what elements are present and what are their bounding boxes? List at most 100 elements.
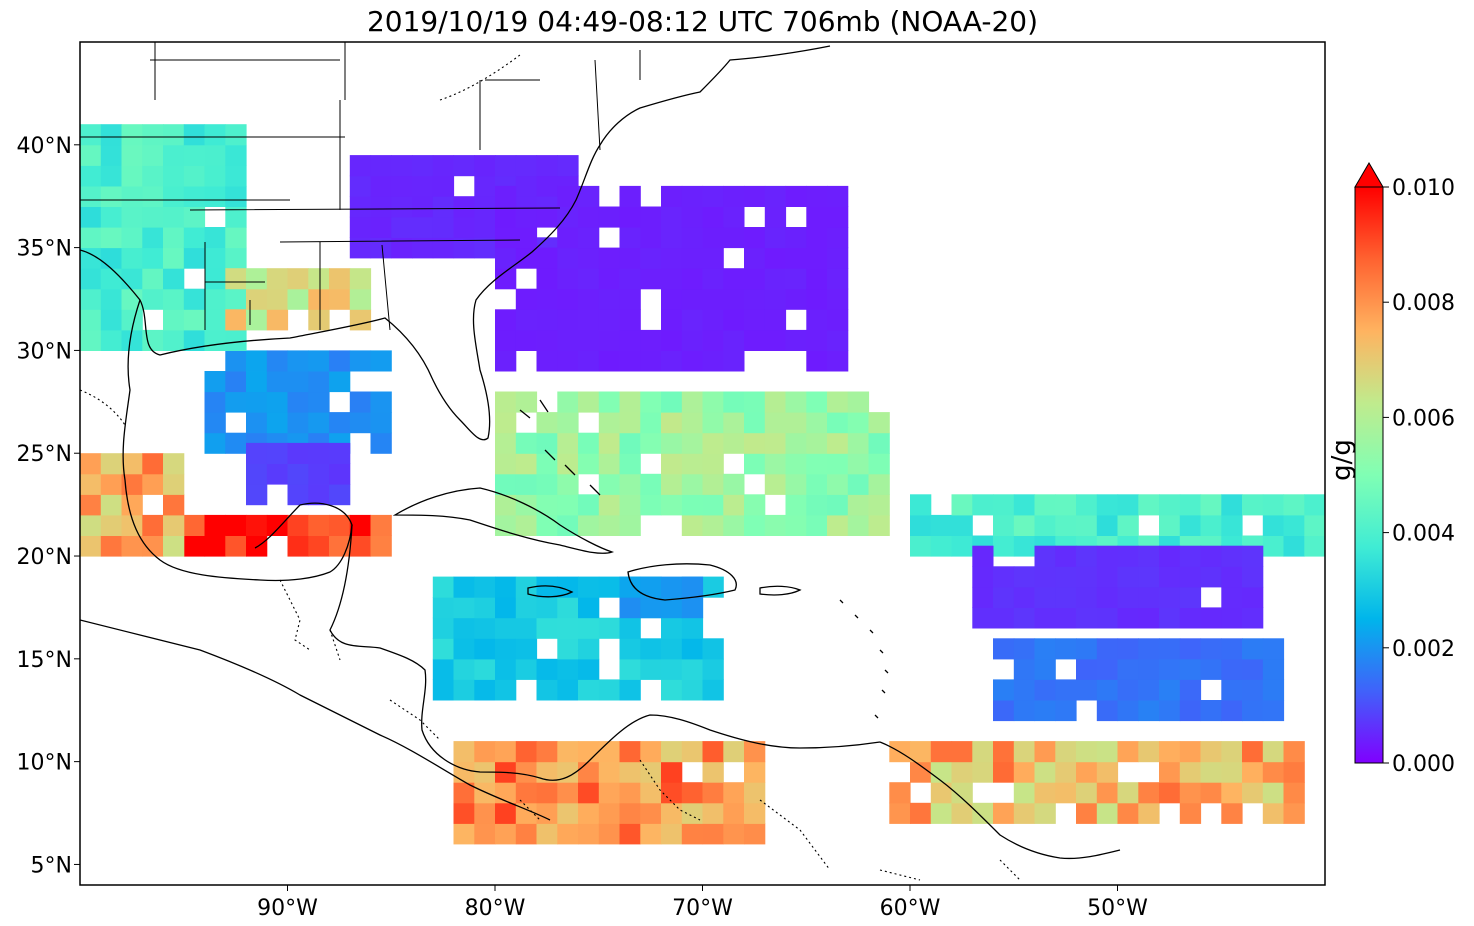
field-cell <box>764 453 787 475</box>
field-cell <box>266 268 289 290</box>
field-cell <box>598 761 621 783</box>
field-cell <box>1262 761 1285 783</box>
field-cell <box>806 309 828 331</box>
field-cell <box>661 268 683 290</box>
field-cell <box>142 268 164 290</box>
field-cell <box>827 309 849 331</box>
field-cell <box>661 576 683 598</box>
field-cell <box>681 432 704 454</box>
field-cell <box>827 412 849 434</box>
field-cell <box>1076 514 1098 536</box>
field-cell <box>702 268 724 290</box>
field-cell <box>246 391 268 413</box>
field-cell <box>1159 782 1181 804</box>
field-cell <box>640 227 662 249</box>
field-cell <box>474 576 496 598</box>
field-cell <box>287 463 309 485</box>
field-cell <box>329 268 351 290</box>
field-cell <box>100 144 123 166</box>
field-cell <box>163 185 185 207</box>
field-cell <box>391 155 413 177</box>
field-cell <box>1242 658 1264 680</box>
field-cell <box>453 679 475 701</box>
field-cell <box>640 494 662 516</box>
field-cell <box>578 494 600 516</box>
field-cell <box>1138 782 1160 804</box>
field-cell <box>329 484 351 506</box>
field-cell <box>661 638 683 660</box>
field-cell <box>661 658 683 680</box>
field-cell <box>806 329 828 351</box>
field-cell <box>661 617 683 639</box>
field-cell <box>495 782 517 804</box>
field-cell <box>1138 545 1160 567</box>
field-cell <box>640 638 662 660</box>
field-cell <box>578 247 600 269</box>
field-cell <box>1034 782 1056 804</box>
field-cell <box>1283 741 1305 763</box>
field-cell <box>640 268 662 290</box>
field-cell <box>702 329 724 351</box>
field-cell <box>391 216 413 238</box>
field-cell <box>681 391 704 413</box>
field-cell <box>702 185 724 207</box>
field-cell <box>163 247 185 269</box>
field-cell <box>536 175 558 197</box>
field-cell <box>349 412 372 434</box>
field-cell <box>246 371 268 393</box>
field-cell <box>1262 741 1285 763</box>
field-cell <box>661 206 683 228</box>
field-cell <box>100 494 123 516</box>
field-cell <box>702 741 724 763</box>
field-cell <box>308 412 330 434</box>
field-cell <box>1179 514 1202 536</box>
field-cell <box>536 741 558 763</box>
field-cell <box>557 268 579 290</box>
field-cell <box>640 432 662 454</box>
field-cell <box>1055 700 1077 722</box>
field-cell <box>1262 782 1285 804</box>
field-cell <box>495 617 517 639</box>
field-cell <box>370 155 392 177</box>
field-cell <box>1117 700 1139 722</box>
field-cell <box>163 309 185 331</box>
field-cell <box>557 288 579 310</box>
field-cell <box>930 741 953 763</box>
field-cell <box>246 309 268 331</box>
field-cell <box>1283 782 1305 804</box>
field-cell <box>972 607 994 629</box>
longitude-ticks: 90°W 80°W 70°W 60°W 50°W <box>257 885 1148 921</box>
lon-tick-label: 90°W <box>257 896 318 921</box>
field-cell <box>100 124 123 146</box>
field-cell <box>121 329 143 351</box>
field-cell <box>640 473 662 495</box>
field-cell <box>412 155 434 177</box>
field-cell <box>744 412 766 434</box>
field-cell <box>847 432 870 454</box>
field-cell <box>1138 741 1160 763</box>
field-cell <box>661 185 683 207</box>
field-cell <box>1117 545 1139 567</box>
field-cell <box>80 247 102 269</box>
field-cell <box>640 412 662 434</box>
field-cell <box>453 782 475 804</box>
field-cell <box>764 288 787 310</box>
field-cell <box>495 494 517 516</box>
field-cell <box>1013 535 1036 557</box>
field-cell <box>515 514 538 536</box>
field-cell <box>598 206 621 228</box>
field-cell <box>1221 782 1243 804</box>
field-cell <box>329 463 351 485</box>
field-cell <box>972 741 994 763</box>
lat-tick-label: 25°N <box>17 442 72 467</box>
field-cell <box>702 206 724 228</box>
field-cell <box>868 514 890 536</box>
field-cell <box>557 617 579 639</box>
field-cell <box>121 473 143 495</box>
field-cell <box>723 741 745 763</box>
field-cell <box>1200 638 1222 660</box>
field-cell <box>702 453 724 475</box>
field-cell <box>349 237 372 259</box>
field-cell <box>619 741 641 763</box>
field-cell <box>142 144 164 166</box>
